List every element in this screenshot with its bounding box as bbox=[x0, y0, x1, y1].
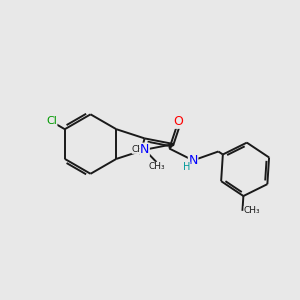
Text: N: N bbox=[140, 143, 149, 156]
Text: N: N bbox=[188, 154, 198, 167]
Text: CH₃: CH₃ bbox=[148, 162, 165, 171]
Text: Cl: Cl bbox=[46, 116, 57, 127]
Text: CH₃: CH₃ bbox=[132, 145, 148, 154]
Text: CH₃: CH₃ bbox=[244, 206, 260, 215]
Text: H: H bbox=[183, 162, 190, 172]
Text: O: O bbox=[173, 115, 183, 128]
